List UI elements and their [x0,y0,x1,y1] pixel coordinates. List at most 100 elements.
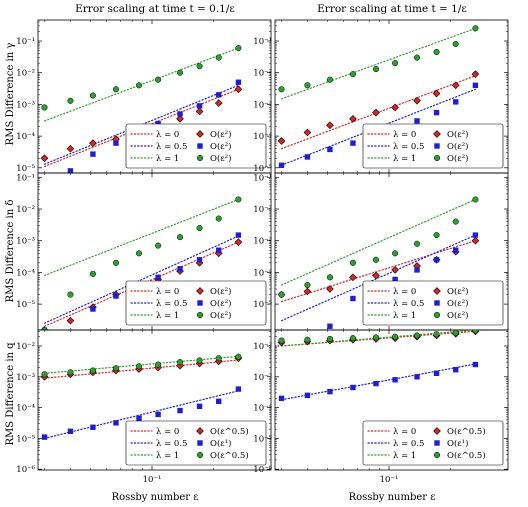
data-point-blue [433,257,440,263]
legend-marker-blue [434,300,440,306]
data-point-green [89,92,96,99]
legend-order-label: O(ε²) [447,129,468,140]
data-point-green [67,291,74,298]
y-tick-label: 10⁻⁶ [16,465,35,475]
data-point-blue [235,232,242,238]
data-point-red [413,96,421,105]
data-point-green [215,355,222,362]
legend-label: λ = 0 [393,130,416,140]
data-point-blue [177,266,183,272]
data-point-blue [453,367,459,373]
legend-box [362,420,504,466]
fit-line-blue [43,390,239,439]
legend-r0-c1: λ = 0 O(ε²) λ = 0.5 O(ε²) λ = 1 O(ε²) [362,123,504,169]
data-point-blue [350,384,356,391]
legend-marker-red [196,287,204,295]
data-point-blue [196,403,203,410]
data-point-blue [392,276,398,283]
legend-r2-c1: λ = 0 O(ε^0.5) λ = 0.5 O(ε¹) λ = 1 O(ε^0.5) [362,420,504,466]
legend-label: λ = 0 [156,130,179,140]
row-ylabel-delta: RMS Difference in δ [5,200,16,303]
data-point-blue [177,111,183,117]
legend-label: λ = 1 [156,451,179,461]
data-point-green [413,332,421,339]
legend-order-label: O(ε^0.5) [210,426,249,437]
legend-label: λ = 0.5 [393,439,424,449]
data-point-green [349,335,356,342]
data-point-blue [350,295,356,302]
y-tick-label: 10⁻³ [253,100,272,110]
legend-marker-green [196,154,204,162]
data-point-blue [453,99,459,105]
y-tick-label: 10⁻² [16,342,35,352]
data-point-green [89,270,96,277]
y-tick-label: 10⁻³ [16,373,35,383]
data-point-green [413,54,421,61]
data-point-blue [67,168,74,173]
data-point-red [391,103,399,112]
data-point-red [176,115,184,123]
data-point-blue [155,411,161,418]
fit-line-red [43,88,239,168]
legend-label: λ = 1 [393,451,416,461]
data-point-green [176,234,184,241]
data-point-green [326,274,333,281]
data-point-green [112,365,119,372]
data-point-green [135,363,143,370]
data-point-blue [155,120,161,127]
data-point-green [112,86,119,93]
y-tick-label: 10⁻⁴ [16,132,35,142]
data-point-red [303,128,312,137]
data-point-green [349,259,356,266]
data-point-blue [235,386,242,392]
y-tick-label: 10⁻⁵ [253,164,272,174]
legend-marker-green [196,451,204,459]
legend-label: λ = 0 [156,287,179,297]
data-point-blue [196,103,203,109]
y-tick-label: 10⁻³ [16,100,35,110]
legend-order-label: O(ε²) [447,286,468,297]
panel-frame-r2-c0 [37,329,272,471]
panel-r1-c1: 10⁻⁵ 10⁻⁴ 10⁻³ 10⁻² 10⁻¹ λ = 0 O(ε²) λ = 0.5 O(ε… [253,172,509,331]
legend-order-label: O(ε²) [447,141,468,152]
legend-marker-red [196,130,204,138]
panel-r1-c0: 10⁻⁵ 10⁻⁴ 10⁻³ 10⁻² 10⁻¹ λ = 0 O(ε²) λ = 0.5 O(ε… [16,172,272,331]
y-tick-label: 10⁻² [253,205,272,215]
y-tick-label: 10⁻² [253,342,272,352]
data-point-green [452,218,459,225]
y-tick-label: 10⁻¹ [253,37,272,47]
data-point-green [349,71,356,78]
y-tick-label: 10⁻⁵ [253,300,272,310]
legend-order-label: O(ε¹) [447,438,468,449]
legend-label: λ = 1 [156,154,179,164]
data-point-green [326,335,333,342]
data-point-red [303,287,312,296]
legend-order-label: O(ε¹) [210,438,231,449]
data-point-green [67,369,74,376]
data-point-green [278,337,285,344]
data-point-blue [472,361,479,368]
legend-order-label: O(ε^0.5) [447,426,486,437]
data-point-blue [414,267,420,273]
legend-box [125,123,267,169]
data-point-red [349,115,357,123]
panel-r0-c1: 10⁻⁵ 10⁻⁴ 10⁻³ 10⁻² 10⁻¹ λ = 0 O(ε²) λ = 0.5 O(ε… [253,19,509,174]
data-point-green [235,44,242,52]
legend-marker-green [433,154,441,162]
data-point-blue [453,247,459,253]
data-point-red [471,236,480,245]
legend-order-label: O(ε²) [210,141,231,152]
legend-label: λ = 0.5 [156,439,187,449]
data-point-red [372,108,380,117]
legend-r0-c0: λ = 0 O(ε²) λ = 0.5 O(ε²) λ = 1 O(ε²) [125,123,267,169]
y-tick-label: 10⁻² [16,205,35,215]
fit-line-blue [43,235,239,324]
fit-line-green [280,27,476,100]
fit-line-blue [280,88,476,166]
data-point-green [176,69,184,76]
y-tick-label: 10⁻¹ [16,37,35,47]
data-point-blue [42,178,47,183]
legend-order-label: O(ε²) [210,286,231,297]
fit-line-green [280,198,476,286]
y-tick-label: 10⁻⁴ [16,404,35,414]
